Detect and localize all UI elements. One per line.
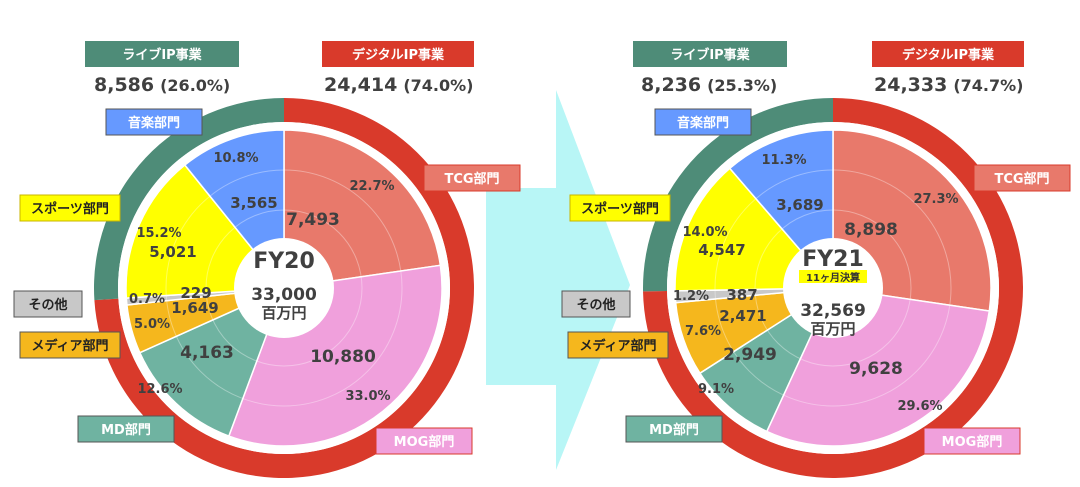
fiscal-year-title: FY21 bbox=[802, 247, 864, 272]
callout-box-md bbox=[625, 415, 723, 443]
callout-label-mog: MOG部門 bbox=[942, 434, 1003, 450]
header-box-live-ip bbox=[85, 41, 239, 67]
callout-box-sports bbox=[19, 194, 121, 222]
pie-guide-circle bbox=[205, 209, 363, 367]
pie-guide-circle bbox=[754, 209, 912, 367]
callout-label-media: メディア部門 bbox=[579, 338, 656, 354]
value-label-mog: 9,628 bbox=[849, 359, 903, 379]
callout-box-mog bbox=[923, 427, 1021, 455]
percent-label-sports: 15.2% bbox=[136, 226, 181, 241]
callout-box-other bbox=[13, 290, 83, 318]
total-unit: 百万円 bbox=[810, 320, 855, 338]
callout-box-tcg bbox=[423, 164, 521, 192]
value-label-sports: 5,021 bbox=[149, 243, 196, 261]
business-percent: (74.7%) bbox=[953, 76, 1023, 95]
callout-label-md: MD部門 bbox=[101, 422, 151, 438]
percent-label-mog: 33.0% bbox=[345, 389, 390, 404]
pie-guide-circle bbox=[714, 169, 952, 407]
percent-label-md: 12.6% bbox=[137, 382, 182, 397]
percent-label-music: 10.8% bbox=[213, 151, 258, 166]
percent-label-music: 11.3% bbox=[761, 153, 806, 168]
header-label-digital-ip: デジタルIP事業 bbox=[352, 47, 445, 63]
value-label-sports: 4,547 bbox=[698, 241, 745, 259]
callout-box-media bbox=[19, 331, 121, 359]
callout-label-music: 音楽部門 bbox=[128, 115, 180, 131]
settlement-note: 11ヶ月決算 bbox=[806, 271, 860, 284]
callout-box-media bbox=[567, 331, 669, 359]
header-box-digital-ip bbox=[872, 41, 1024, 67]
value-label-other: 229 bbox=[180, 284, 211, 302]
value-label-tcg: 8,898 bbox=[844, 220, 898, 240]
outer-ring-live-ip bbox=[643, 98, 833, 292]
center-circle bbox=[234, 238, 334, 338]
percent-label-tcg: 27.3% bbox=[913, 192, 958, 207]
value-label-md: 4,163 bbox=[180, 343, 234, 363]
value-label-music: 3,689 bbox=[776, 196, 823, 214]
header-box-live-ip bbox=[633, 41, 787, 67]
pie-guide-circle bbox=[165, 169, 403, 407]
callout-label-tcg: TCG部門 bbox=[444, 171, 499, 187]
callout-label-sports: スポーツ部門 bbox=[31, 201, 109, 217]
business-percent: (26.0%) bbox=[160, 76, 230, 95]
header-label-live-ip: ライブIP事業 bbox=[670, 47, 750, 63]
callout-box-md bbox=[77, 415, 175, 443]
callout-label-md: MD部門 bbox=[649, 422, 699, 438]
percent-label-other: 1.2% bbox=[673, 289, 709, 304]
value-label-music: 3,565 bbox=[230, 194, 277, 212]
callout-box-mog bbox=[375, 427, 473, 455]
callout-label-other: その他 bbox=[576, 297, 615, 313]
percent-label-md: 9.1% bbox=[698, 382, 734, 397]
business-value: 24,414 bbox=[324, 74, 397, 96]
callout-box-other bbox=[561, 290, 631, 318]
note-highlight bbox=[799, 270, 867, 283]
callout-label-sports: スポーツ部門 bbox=[581, 201, 659, 217]
outer-ring-live-ip bbox=[93, 98, 284, 301]
percent-label-mog: 29.6% bbox=[897, 399, 942, 414]
value-label-tcg: 7,493 bbox=[286, 210, 340, 230]
header-label-digital-ip: デジタルIP事業 bbox=[902, 47, 995, 63]
percent-label-tcg: 22.7% bbox=[349, 179, 394, 194]
business-total-live-ip: 8,586 (26.0%) bbox=[94, 74, 230, 96]
total-value: 32,569 bbox=[800, 301, 866, 321]
callout-box-music bbox=[654, 108, 752, 136]
transition-arrow bbox=[486, 90, 630, 470]
value-label-md: 2,949 bbox=[723, 345, 777, 365]
total-value: 33,000 bbox=[251, 285, 317, 305]
percent-label-media: 7.6% bbox=[685, 324, 721, 339]
value-label-media: 2,471 bbox=[719, 307, 766, 325]
business-total-digital-ip: 24,333 (74.7%) bbox=[874, 74, 1023, 96]
callout-label-other: その他 bbox=[28, 297, 67, 313]
pie-slice-tcg bbox=[283, 129, 442, 289]
callout-label-music: 音楽部門 bbox=[677, 115, 729, 131]
callout-box-sports bbox=[569, 194, 671, 222]
business-total-live-ip: 8,236 (25.3%) bbox=[641, 74, 777, 96]
callout-label-mog: MOG部門 bbox=[394, 434, 455, 450]
header-box-digital-ip bbox=[322, 41, 474, 67]
percent-label-media: 5.0% bbox=[134, 317, 170, 332]
business-value: 24,333 bbox=[874, 74, 947, 96]
total-unit: 百万円 bbox=[261, 304, 306, 322]
callout-label-tcg: TCG部門 bbox=[994, 171, 1049, 187]
percent-label-other: 0.7% bbox=[129, 292, 165, 307]
value-label-mog: 10,880 bbox=[310, 347, 376, 367]
business-percent: (74.0%) bbox=[403, 76, 473, 95]
percent-label-sports: 14.0% bbox=[682, 225, 727, 240]
callout-box-tcg bbox=[973, 164, 1071, 192]
business-percent: (25.3%) bbox=[707, 76, 777, 95]
fiscal-year-title: FY20 bbox=[253, 249, 315, 274]
callout-label-media: メディア部門 bbox=[31, 338, 108, 354]
business-value: 8,236 bbox=[641, 74, 701, 96]
center-circle bbox=[783, 238, 883, 338]
header-label-live-ip: ライブIP事業 bbox=[122, 47, 202, 63]
business-value: 8,586 bbox=[94, 74, 154, 96]
callout-box-music bbox=[105, 108, 203, 136]
value-label-media: 1,649 bbox=[171, 299, 218, 317]
pie-slice-md bbox=[138, 286, 286, 438]
value-label-other: 387 bbox=[726, 286, 757, 304]
business-total-digital-ip: 24,414 (74.0%) bbox=[324, 74, 473, 96]
